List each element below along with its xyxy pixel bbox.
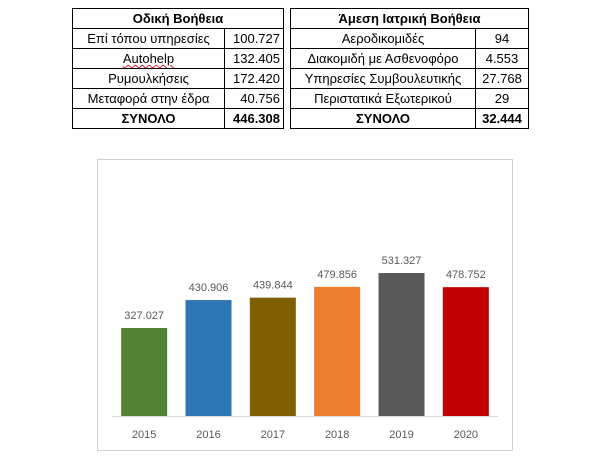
x-tick-label-2018: 2018 — [325, 429, 349, 441]
medical-service-label: Περιστατικά Εξωτερικού — [290, 88, 476, 109]
x-tick-label-group: 2015 2016 2017 2018 2019 2020 — [132, 429, 478, 441]
column-gap — [283, 48, 291, 69]
column-gap — [283, 108, 291, 129]
road-total-label: ΣΥΝΟΛΟ — [72, 108, 225, 129]
road-service-label: Autohelp — [72, 48, 225, 69]
table-row: Μεταφορά στην έδρα 40.756 Περιστατικά Εξ… — [72, 88, 529, 109]
total-row: ΣΥΝΟΛΟ 446.308 ΣΥΝΟΛΟ 32.444 — [72, 108, 529, 129]
column-gap — [283, 8, 291, 29]
medical-total-label: ΣΥΝΟΛΟ — [290, 108, 476, 129]
chart-canvas: 327.027 430.906 439.844 479.856 531.327 478.7… — [112, 255, 498, 441]
road-service-label: Επί τόπου υπηρεσίες — [72, 28, 225, 49]
bar-2019 — [378, 273, 425, 416]
data-label-group: 327.027 430.906 439.844 479.856 531.327 478.7… — [124, 255, 485, 322]
bar-group — [121, 273, 489, 416]
road-service-label-text: Autohelp — [122, 51, 175, 66]
medical-service-value: 29 — [475, 88, 529, 109]
column-gap — [283, 28, 291, 49]
data-label-2018: 479.856 — [317, 269, 357, 281]
data-label-2019: 531.327 — [382, 255, 422, 267]
table-row: Ρυμουλκήσεις 172.420 Υπηρεσίες Συμβουλευ… — [72, 68, 529, 89]
data-label-2017: 439.844 — [253, 280, 293, 292]
medical-service-value: 4.553 — [475, 48, 529, 69]
column-gap — [283, 88, 291, 109]
road-total-value: 446.308 — [224, 108, 284, 129]
medical-service-label: Διακομιδή με Ασθενοφόρο — [290, 48, 476, 69]
bar-2016 — [185, 300, 232, 416]
road-service-value: 40.756 — [224, 88, 284, 109]
medical-service-value: 94 — [475, 28, 529, 49]
medical-total-value: 32.444 — [475, 108, 529, 129]
bar-2020 — [442, 287, 489, 416]
road-service-value: 172.420 — [224, 68, 284, 89]
road-service-value: 132.405 — [224, 48, 284, 69]
medical-assistance-header: Άμεση Ιατρική Βοήθεια — [290, 8, 529, 29]
medical-service-value: 27.768 — [475, 68, 529, 89]
bar-2018 — [314, 286, 361, 416]
bar-chart: 327.027 430.906 439.844 479.856 531.327 478.7… — [97, 159, 513, 451]
table-row: Autohelp 132.405 Διακομιδή με Ασθενοφόρο… — [72, 48, 529, 69]
column-gap — [283, 68, 291, 89]
table-row: Επί τόπου υπηρεσίες 100.727 Αεροδικομιδέ… — [72, 28, 529, 49]
x-tick-label-2015: 2015 — [132, 429, 156, 441]
statistics-table: Οδική Βοήθεια Άμεση Ιατρική Βοήθεια Επί … — [72, 8, 529, 129]
bar-2015 — [121, 328, 168, 416]
x-tick-label-2016: 2016 — [196, 429, 220, 441]
data-label-2016: 430.906 — [189, 282, 229, 294]
data-label-2015: 327.027 — [124, 310, 164, 322]
road-service-label: Μεταφορά στην έδρα — [72, 88, 225, 109]
x-tick-label-2019: 2019 — [389, 429, 413, 441]
road-service-value: 100.727 — [224, 28, 284, 49]
bar-2017 — [249, 297, 296, 416]
table-header-row: Οδική Βοήθεια Άμεση Ιατρική Βοήθεια — [72, 8, 529, 29]
road-assistance-header: Οδική Βοήθεια — [72, 8, 284, 29]
road-service-label: Ρυμουλκήσεις — [72, 68, 225, 89]
x-tick-label-2020: 2020 — [454, 429, 478, 441]
x-tick-label-2017: 2017 — [261, 429, 285, 441]
data-label-2020: 478.752 — [446, 269, 486, 281]
medical-service-label: Αεροδικομιδές — [290, 28, 476, 49]
medical-service-label: Υπηρεσίες Συμβουλευτικής — [290, 68, 476, 89]
